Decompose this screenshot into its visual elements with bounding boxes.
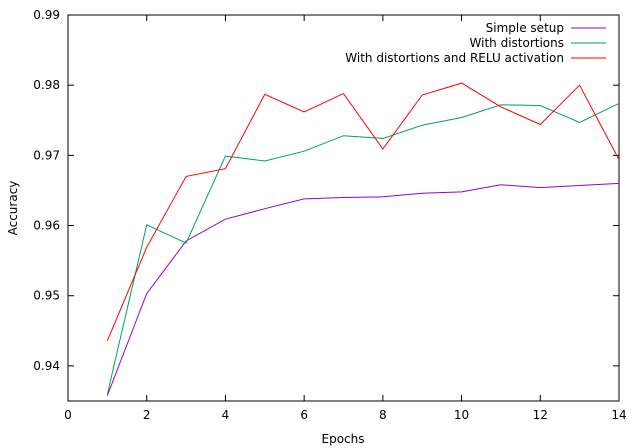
x-axis-label: Epochs <box>322 432 365 446</box>
y-tick-label: 0.99 <box>33 8 60 22</box>
y-tick-label: 0.97 <box>33 148 60 162</box>
x-tick-label: 2 <box>143 408 151 422</box>
y-tick-label: 0.96 <box>33 219 60 233</box>
x-tick-label: 12 <box>533 408 548 422</box>
x-tick-label: 10 <box>454 408 469 422</box>
legend-label: With distortions and RELU activation <box>345 51 564 65</box>
series-lines <box>106 82 620 396</box>
y-axis-label: Accuracy <box>6 181 20 236</box>
x-tick-label: 6 <box>300 408 308 422</box>
legend-label: Simple setup <box>486 21 564 35</box>
y-tick-label: 0.98 <box>33 78 60 92</box>
x-tick-label: 4 <box>222 408 230 422</box>
series-line-3 <box>106 82 620 341</box>
legend-label: With distortions <box>470 36 564 50</box>
y-tick-label: 0.94 <box>33 359 60 373</box>
y-tick-label: 0.95 <box>33 289 60 303</box>
plot-frame <box>67 14 620 402</box>
x-tick-label: 8 <box>379 408 387 422</box>
series-line-2 <box>106 102 620 395</box>
x-axis-ticks: 0 2 4 6 8 10 12 14 <box>64 15 627 422</box>
y-axis-ticks: 0.94 0.95 0.96 0.97 0.98 0.99 <box>33 8 619 373</box>
series-line-1 <box>106 182 620 396</box>
x-tick-label: 14 <box>611 408 626 422</box>
x-tick-label: 0 <box>64 408 72 422</box>
